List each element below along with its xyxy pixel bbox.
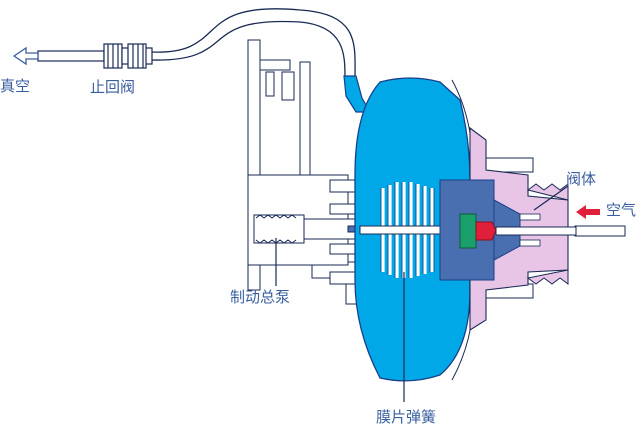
vacuum-hose [151,8,356,79]
hollow-arrow-left-icon [12,46,39,66]
master-cylinder-body [247,174,375,266]
label-air: 空气 [606,201,637,219]
reaction-disc [459,213,477,249]
label-diaphragm-spring: 膜片弹簧 [376,408,437,426]
label-master-cylinder: 制动总泵 [230,288,291,306]
leader-lines [275,185,569,402]
label-valve-body: 阀体 [566,170,597,188]
label-vacuum: 真空 [0,77,31,95]
check-valve-body [37,43,153,69]
poppet-valve [475,221,497,241]
label-check-valve: 止回阀 [90,78,136,96]
red-arrow-left-icon [576,205,600,219]
bellows-boot [526,183,569,285]
push-rod [359,225,441,235]
input-rod [495,226,577,236]
air-filter-element [519,213,541,247]
